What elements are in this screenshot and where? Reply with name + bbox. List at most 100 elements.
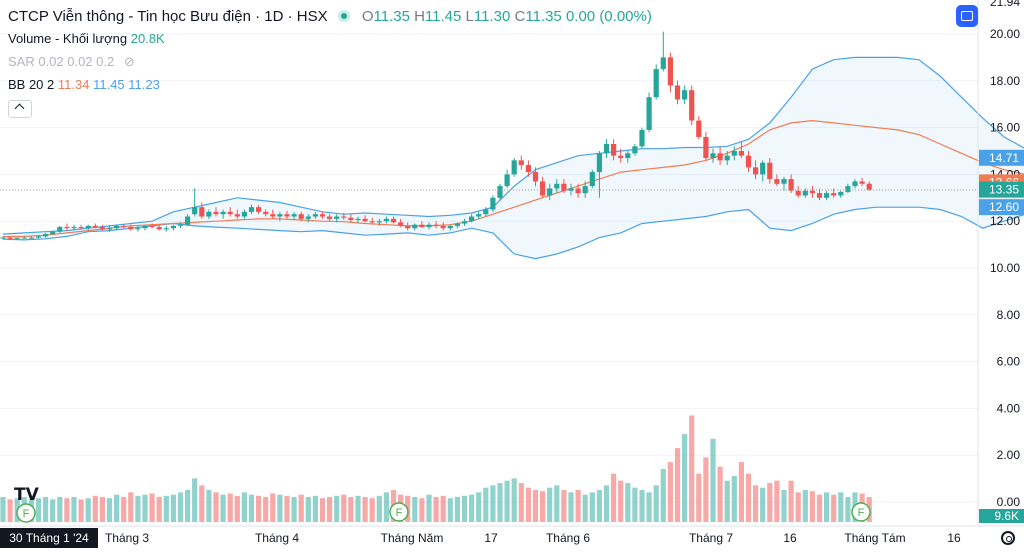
volume-bar xyxy=(461,495,468,522)
svg-text:F: F xyxy=(858,507,865,519)
volume-bar xyxy=(256,495,262,522)
volume-bar xyxy=(710,438,716,522)
volume-bar xyxy=(760,487,766,522)
bb-upper-value: 11.45 xyxy=(93,77,125,92)
price-label: 12.60 xyxy=(979,199,1024,216)
candle xyxy=(653,64,659,100)
sar-legend[interactable]: SAR 0.02 0.02 0.2 ⊘ xyxy=(8,54,135,69)
volume-bar xyxy=(774,480,780,522)
candle xyxy=(745,151,752,173)
volume-bar xyxy=(838,492,844,522)
eye-off-icon[interactable]: ⊘ xyxy=(123,54,135,69)
candle xyxy=(149,223,155,229)
volume-bar xyxy=(35,498,42,522)
candle xyxy=(177,222,184,229)
volume-bar xyxy=(504,480,510,522)
candle xyxy=(781,176,787,191)
svg-text:14.71: 14.71 xyxy=(989,151,1019,165)
candle xyxy=(220,209,226,219)
snapshot-icon[interactable] xyxy=(956,5,978,27)
candle xyxy=(689,85,695,126)
ohlc-high: 11.45 xyxy=(424,8,462,25)
candle xyxy=(760,160,766,182)
volume-bar xyxy=(689,415,695,522)
time-tick-label: 17 xyxy=(484,531,498,545)
chevron-up-icon[interactable] xyxy=(8,100,32,118)
financials-event-icon[interactable]: F xyxy=(16,503,36,523)
candle xyxy=(128,224,134,231)
volume-bar xyxy=(738,462,744,522)
candle xyxy=(206,209,212,219)
candle xyxy=(390,216,397,224)
candle xyxy=(540,176,546,198)
volume-bar xyxy=(156,497,162,522)
candle xyxy=(170,224,176,231)
gear-icon[interactable] xyxy=(1001,531,1015,545)
volume-bar xyxy=(185,490,191,522)
svg-text:F: F xyxy=(23,508,30,520)
volume-bar xyxy=(788,480,794,522)
candle xyxy=(774,174,780,187)
volume-bar xyxy=(682,434,688,522)
candle xyxy=(284,210,290,219)
candle xyxy=(7,236,13,240)
candle xyxy=(703,132,709,161)
candle xyxy=(660,31,666,72)
volume-legend[interactable]: Volume - Khối lượng 20.8K xyxy=(8,31,165,46)
price-tick-label: 0.00 xyxy=(997,495,1021,509)
candle xyxy=(28,236,34,239)
volume-bar xyxy=(696,473,702,522)
volume-bar xyxy=(497,483,503,522)
candle xyxy=(92,223,98,229)
volume-bar xyxy=(724,480,730,522)
candle xyxy=(469,214,475,223)
volume-bar xyxy=(625,483,631,522)
candle xyxy=(121,223,127,229)
volume-bar xyxy=(99,497,105,522)
volume-bar xyxy=(831,494,837,522)
volume-bar xyxy=(554,485,560,522)
candle xyxy=(106,225,113,232)
candle xyxy=(511,158,517,177)
symbol-title[interactable]: CTCP Viễn thông - Tin học Bưu điện · 1D … xyxy=(8,8,328,25)
volume-bar xyxy=(660,469,666,522)
volume-bar xyxy=(263,497,269,522)
financials-event-icon[interactable]: F xyxy=(389,502,409,522)
volume-bar xyxy=(575,490,581,522)
candle xyxy=(43,232,49,238)
candle xyxy=(554,179,560,194)
tradingview-logo[interactable]: TV xyxy=(14,485,39,505)
volume-bar xyxy=(192,478,198,522)
financials-event-icon[interactable]: F xyxy=(851,502,871,522)
candle xyxy=(277,211,283,222)
current-date-label: 30 Tháng 1 '24 xyxy=(0,528,98,548)
candle xyxy=(433,221,439,229)
volume-bar xyxy=(284,495,290,522)
volume-bar xyxy=(355,495,361,522)
candle xyxy=(192,188,198,217)
candle xyxy=(99,224,105,231)
candle xyxy=(71,224,77,231)
candle xyxy=(497,183,503,201)
volume-bar xyxy=(802,490,808,522)
volume-bar xyxy=(845,497,851,522)
volume-bar xyxy=(547,487,553,522)
volume-bar xyxy=(731,476,737,522)
candle xyxy=(312,211,318,219)
candle xyxy=(348,214,354,223)
candle xyxy=(824,190,830,201)
candle xyxy=(461,218,468,226)
price-tick-label: 16.00 xyxy=(990,121,1020,135)
candle xyxy=(838,190,844,198)
bb-legend[interactable]: BB 20 2 11.34 11.45 11.23 xyxy=(8,77,160,92)
volume-bar xyxy=(57,497,63,522)
candle xyxy=(639,127,645,149)
time-tick-label: Tháng 4 xyxy=(255,531,299,545)
ohlc-low: 11.30 xyxy=(473,8,511,25)
volume-bar xyxy=(334,495,340,522)
volume-bar xyxy=(199,485,205,522)
candle xyxy=(795,186,801,198)
candle xyxy=(78,224,84,230)
volume-bar xyxy=(540,491,546,522)
